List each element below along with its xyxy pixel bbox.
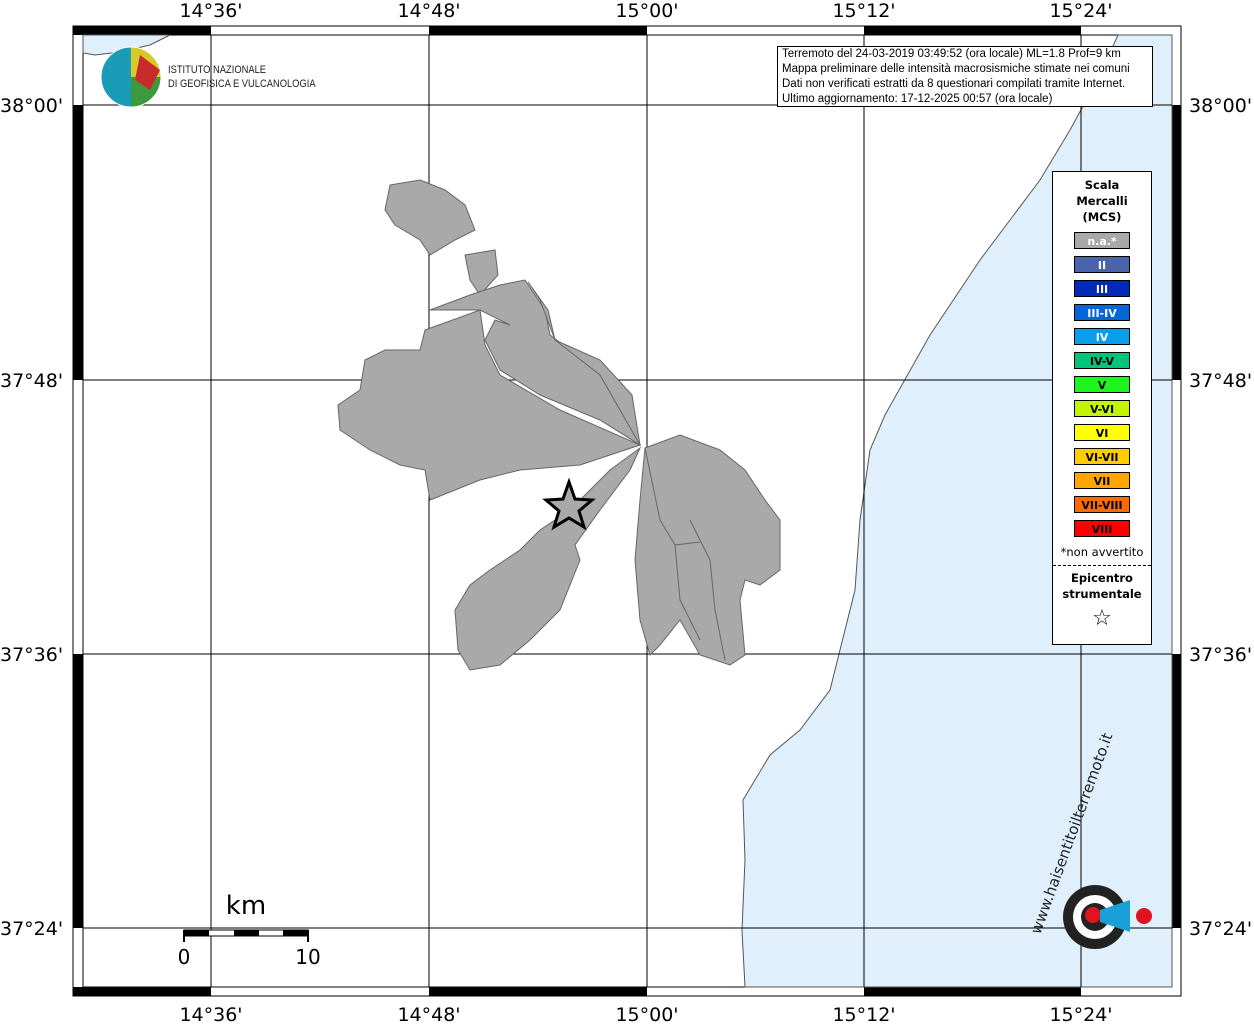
epicenter-star <box>542 477 596 531</box>
longitude-ticks-bottom: 14°36' 14°48' 15°00' 15°12' 15°24' <box>179 1004 1112 1026</box>
legend-swatch: VI-VII <box>1074 448 1130 465</box>
data-note: Dati non verificati estratti da 8 questi… <box>782 78 1126 90</box>
municipality-boundary <box>644 447 726 661</box>
legend-swatch: VII-VIII <box>1074 496 1130 513</box>
last-update: Ultimo aggiornamento: 17-12-2025 00:57 (… <box>782 93 1053 105</box>
mcs-legend: Scala Mercalli (MCS) n.a.* II III III-IV IV I… <box>1052 171 1152 645</box>
lat-tick: 37°24' <box>1189 918 1252 940</box>
municipalities <box>337 179 781 671</box>
epicenter-label-line: strumentale <box>1062 587 1142 601</box>
event-info-box: Terremoto del 24-03-2019 03:49:52 (ora l… <box>777 46 1153 107</box>
ingv-line2: DI GEOFISICA E VULCANOLOGIA <box>168 78 316 90</box>
epicenter-label-line: Epicentro <box>1071 571 1133 585</box>
legend-divider <box>1053 565 1151 566</box>
legend-swatch: III <box>1074 280 1130 297</box>
legend-swatch: IV-V <box>1074 352 1130 369</box>
municipality-polygon <box>454 446 642 671</box>
epicenter-label: Epicentro strumentale <box>1053 570 1151 602</box>
legend-swatch: VII <box>1074 472 1130 489</box>
lon-tick: 15°00' <box>615 0 678 22</box>
legend-swatch: III-IV <box>1074 304 1130 321</box>
legend-title: Scala Mercalli (MCS) <box>1053 177 1151 225</box>
legend-swatch: V <box>1074 376 1130 393</box>
lon-tick: 15°00' <box>615 1004 678 1024</box>
lon-tick: 15°24' <box>1049 1004 1112 1024</box>
legend-swatch: II <box>1074 256 1130 273</box>
latitude-ticks-right: 38°00' 37°48' 37°36' 37°24' <box>1189 95 1252 940</box>
legend-swatch: IV <box>1074 328 1130 345</box>
legend-swatches: n.a.* II III III-IV IV IV-V V V-VI VI VI-VII VII VI… <box>1053 232 1151 537</box>
lon-tick: 14°36' <box>179 0 242 22</box>
ingv-logo-text: ISTITUTO NAZIONALE DI GEOFISICA E VULCAN… <box>168 63 316 91</box>
legend-title-line: Scala <box>1084 178 1120 192</box>
lon-tick: 15°12' <box>832 1004 895 1024</box>
municipality-polygon <box>634 434 781 666</box>
municipality-polygon <box>527 281 641 446</box>
frame-bars <box>73 26 1181 996</box>
lon-tick: 15°24' <box>1049 0 1112 22</box>
lon-tick: 15°12' <box>832 0 895 22</box>
legend-title-line: (MCS) <box>1082 210 1122 224</box>
epicenter-star-icon: ☆ <box>1092 606 1112 631</box>
graticule <box>83 35 1172 987</box>
lat-tick: 38°00' <box>1189 95 1252 117</box>
legend-note: *non avvertito <box>1060 545 1144 559</box>
lat-tick: 37°24' <box>0 918 63 940</box>
lat-tick: 38°00' <box>0 95 63 117</box>
lat-tick: 37°36' <box>1189 644 1252 666</box>
legend-swatch: VIII <box>1074 520 1130 537</box>
lon-tick: 14°48' <box>397 0 460 22</box>
lat-tick: 37°48' <box>1189 370 1252 392</box>
ingv-logo-icon <box>100 46 162 108</box>
municipality-polygon <box>464 249 499 296</box>
latitude-ticks-left: 38°00' 37°48' 37°36' 37°24' <box>0 95 63 940</box>
longitude-ticks-top: 14°36' 14°48' 15°00' 15°12' 15°24' <box>179 0 1112 22</box>
scale-end: 10 <box>295 945 320 969</box>
ingv-line1: ISTITUTO NAZIONALE <box>168 64 267 76</box>
legend-swatch: V-VI <box>1074 400 1130 417</box>
event-title: Terremoto del 24-03-2019 03:49:52 (ora l… <box>782 48 1121 60</box>
lon-tick: 14°48' <box>397 1004 460 1024</box>
map-description: Mappa preliminare delle intensità macros… <box>782 63 1130 75</box>
municipality-polygon <box>384 179 476 256</box>
scale-start: 0 <box>178 945 191 969</box>
lon-tick: 14°36' <box>179 1004 242 1024</box>
legend-swatch: n.a.* <box>1074 232 1130 249</box>
lat-tick: 37°36' <box>0 644 63 666</box>
legend-swatch: VI <box>1074 424 1130 441</box>
scale-bar: km 0 10 <box>178 891 321 969</box>
scale-unit: km <box>226 891 266 921</box>
lat-tick: 37°48' <box>0 370 63 392</box>
legend-title-line: Mercalli <box>1076 194 1128 208</box>
